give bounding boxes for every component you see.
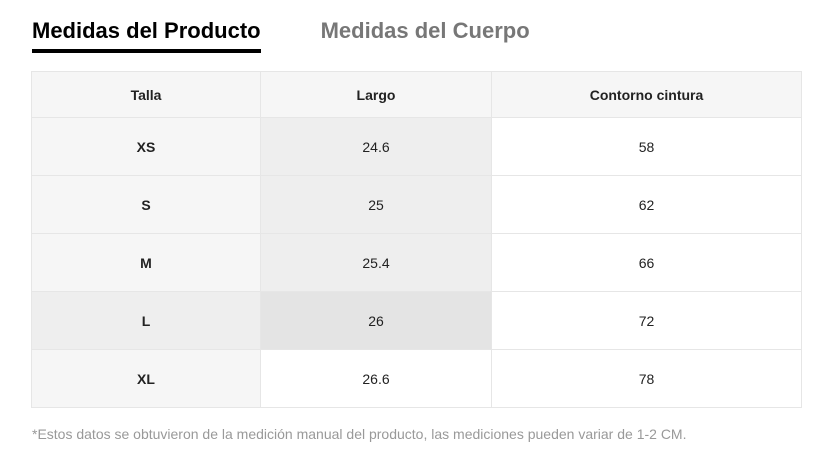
length-cell: 26.6 [260,349,492,408]
size-chart-table: Talla Largo Contorno cintura XS 24.6 58 … [31,71,802,408]
waist-cell: 58 [491,117,802,176]
length-cell: 25 [260,175,492,234]
size-cell: XL [31,349,261,408]
length-cell: 26 [260,291,492,350]
tab-body-measurements[interactable]: Medidas del Cuerpo [320,18,530,43]
measurement-note: *Estos datos se obtuvieron de la medició… [32,426,687,442]
size-cell: L [31,291,261,350]
table-row: M 25.4 66 [31,233,802,292]
waist-cell: 72 [491,291,802,350]
table-row: L 26 72 [31,291,802,350]
waist-cell: 66 [491,233,802,292]
size-cell: S [31,175,261,234]
table-header-row: Talla Largo Contorno cintura [31,71,802,118]
size-cell: XS [31,117,261,176]
header-length: Largo [260,71,492,118]
table-row: XL 26.6 78 [31,349,802,408]
measurement-tabs: Medidas del Producto Medidas del Cuerpo [32,18,530,53]
length-cell: 25.4 [260,233,492,292]
size-cell: M [31,233,261,292]
length-cell: 24.6 [260,117,492,176]
table-row: XS 24.6 58 [31,117,802,176]
header-size: Talla [31,71,261,118]
table-row: S 25 62 [31,175,802,234]
header-waist: Contorno cintura [491,71,802,118]
waist-cell: 62 [491,175,802,234]
waist-cell: 78 [491,349,802,408]
tab-product-measurements[interactable]: Medidas del Producto [32,18,261,53]
